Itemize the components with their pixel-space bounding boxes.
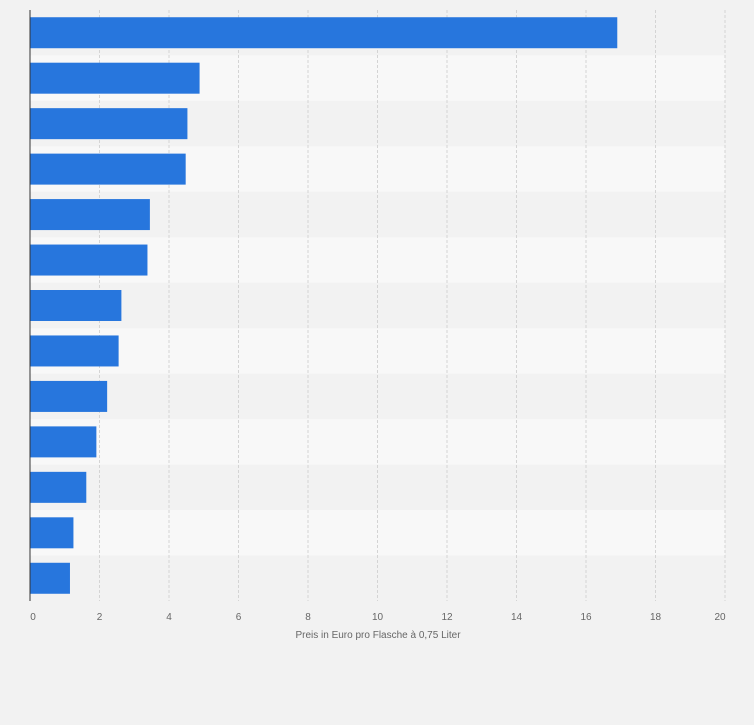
- x-tick-label: 2: [97, 612, 103, 623]
- x-tick-label: 12: [441, 612, 453, 623]
- x-tick-label: 0: [30, 612, 36, 623]
- x-tick-label: 4: [166, 612, 172, 623]
- bar: [30, 290, 122, 321]
- bar: [30, 335, 119, 367]
- row-band: [30, 555, 725, 601]
- x-tick-label: 20: [714, 612, 726, 623]
- bar: [30, 199, 150, 231]
- bar: [30, 471, 87, 503]
- bar: [30, 244, 148, 276]
- bar: [30, 426, 97, 458]
- bar: [30, 153, 186, 185]
- bar: [30, 62, 200, 94]
- x-tick-label: 6: [236, 612, 242, 623]
- x-tick-label: 10: [372, 612, 384, 623]
- x-tick-label: 14: [511, 612, 523, 623]
- x-tick-labels: 0 2 4 6 8 10 12 14 16 18 20: [30, 612, 726, 623]
- bar: [30, 562, 70, 594]
- bar: [30, 108, 188, 140]
- bar: [30, 517, 74, 549]
- x-tick-label: 18: [650, 612, 662, 623]
- x-tick-label: 8: [305, 612, 311, 623]
- bar: [30, 17, 618, 49]
- bar: [30, 380, 108, 412]
- x-axis-label: Preis in Euro pro Flasche à 0,75 Liter: [295, 630, 461, 641]
- x-tick-label: 16: [580, 612, 592, 623]
- bars: [30, 17, 618, 594]
